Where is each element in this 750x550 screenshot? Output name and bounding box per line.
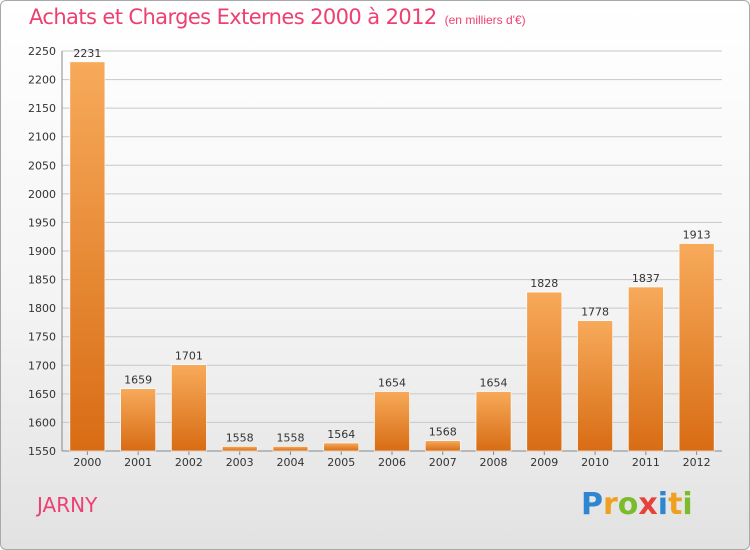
data-label: 1558 [276,431,304,444]
y-tick-label: 2250 [28,45,56,58]
logo-letter: i [657,487,669,522]
x-tick-label: 2007 [429,456,457,469]
x-tick-label: 2006 [378,456,406,469]
bar [678,243,715,452]
y-tick-label: 1850 [28,274,56,287]
x-tick-label: 2003 [226,456,254,469]
y-tick-label: 1650 [28,388,56,401]
logo-letter: o [617,487,639,522]
logo-letter: t [668,487,683,522]
data-label: 1564 [327,428,355,441]
x-tick-label: 2010 [581,456,609,469]
x-tick-label: 2001 [124,456,152,469]
y-tick-label: 1950 [28,216,56,229]
y-tick-label: 1550 [28,445,56,458]
chart-header: Achats et Charges Externes 2000 à 2012 (e… [29,5,526,29]
y-tick-label: 1750 [28,331,56,344]
data-label: 1701 [175,350,203,363]
bar [374,391,410,452]
y-tick-label: 2000 [28,188,56,201]
x-tick-label: 2002 [175,456,203,469]
data-label: 1913 [683,229,711,242]
y-tick-label: 2150 [28,102,56,115]
y-tick-label: 2050 [28,159,56,172]
y-tick-label: 2200 [28,74,56,87]
y-tick-label: 1900 [28,245,56,258]
x-tick-label: 2000 [73,456,101,469]
x-tick-label: 2012 [683,456,711,469]
x-tick-label: 2011 [632,456,660,469]
data-label: 1837 [632,272,660,285]
bar [526,291,563,452]
data-label: 1558 [226,431,254,444]
bar [171,364,207,452]
y-tick-label: 2100 [28,131,56,144]
x-tick-label: 2009 [530,456,558,469]
x-tick-label: 2004 [276,456,304,469]
labels: 2231 2000 1659 2001 1701 2002 1558 2003 1558 2004… [73,47,710,469]
y-tick-label: 1600 [28,416,56,429]
logo-letter: r [603,487,618,522]
data-label: 1654 [480,377,508,390]
bar [323,442,360,452]
bar [577,320,613,452]
data-label: 1659 [124,374,152,387]
bar [120,388,156,452]
chart-title: Achats et Charges Externes 2000 à 2012 [29,5,437,29]
bar [628,286,664,452]
data-label: 1568 [429,426,457,439]
chart-unit: (en milliers d'€) [444,13,526,27]
bars [69,61,715,452]
logo-letter: P [581,487,603,522]
bar [69,61,106,452]
axes: 1550 1600 1650 1700 1750 1800 1850 1900 1950 2000… [28,45,722,458]
x-tick-label: 2005 [327,456,355,469]
bar [424,440,461,452]
y-tick-label: 1800 [28,302,56,315]
commune-name: JARNY [37,493,98,517]
data-label: 1654 [378,377,406,390]
y-tick-label: 1700 [28,359,56,372]
bar [221,446,258,452]
data-label: 1778 [581,306,609,319]
bar [475,391,512,452]
logo-letter: x [638,487,658,522]
data-label: 2231 [73,47,101,60]
bar [272,446,309,452]
x-tick-label: 2008 [480,456,508,469]
proxiti-logo: Proxiti [581,487,693,522]
gridlines [62,50,722,452]
logo-letter: i [682,487,693,522]
data-label: 1828 [530,277,558,290]
